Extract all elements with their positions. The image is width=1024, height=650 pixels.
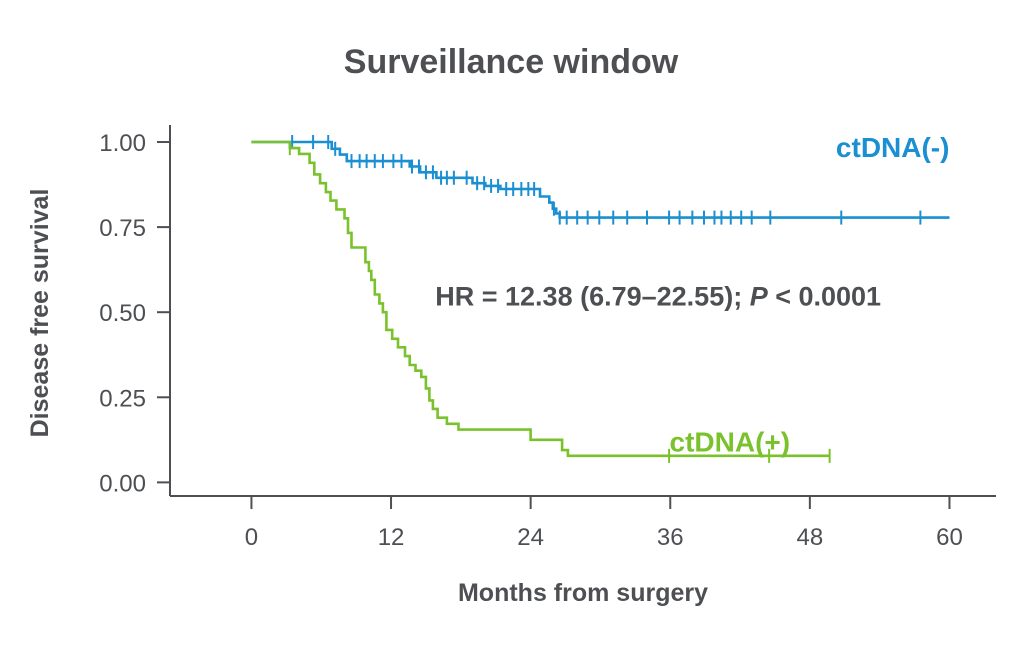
y-ticks: 0.00 0.25 0.50 0.75 1.00 <box>99 130 170 497</box>
x-ticks: 0 12 24 36 48 60 <box>245 496 963 551</box>
hr-annotation-prefix: HR = 12.38 (6.79–22.55); <box>435 281 749 311</box>
x-tick-label: 60 <box>936 524 963 551</box>
series-2-curve <box>251 140 830 458</box>
series-2-label: ctDNA(+) <box>670 427 791 458</box>
x-tick-label: 48 <box>797 524 824 551</box>
y-tick-label: 0.00 <box>99 470 146 497</box>
chart-title: Surveillance window <box>344 43 679 81</box>
x-tick-label: 0 <box>245 524 258 551</box>
y-tick-label: 0.75 <box>99 215 146 242</box>
x-tick-label: 24 <box>517 524 544 551</box>
series-1: ctDNA(-) <box>251 132 950 225</box>
hr-annotation-suffix: < 0.0001 <box>768 281 881 311</box>
x-tick-label: 36 <box>657 524 684 551</box>
y-tick-label: 1.00 <box>99 130 146 157</box>
series-1-label: ctDNA(-) <box>836 132 950 163</box>
series-2: ctDNA(+) <box>251 140 831 463</box>
axes <box>169 125 996 497</box>
series-layer: ctDNA(-) ctDNA(+) <box>251 132 950 463</box>
y-tick-label: 0.25 <box>99 385 146 412</box>
y-tick-label: 0.50 <box>99 300 146 327</box>
hazard-ratio-annotation: HR = 12.38 (6.79–22.55); P < 0.0001 <box>435 281 881 311</box>
hr-annotation-p: P <box>750 281 769 311</box>
y-axis-label: Disease free survival <box>26 189 54 438</box>
x-axis-label: Months from surgery <box>458 579 708 607</box>
x-tick-label: 12 <box>378 524 405 551</box>
